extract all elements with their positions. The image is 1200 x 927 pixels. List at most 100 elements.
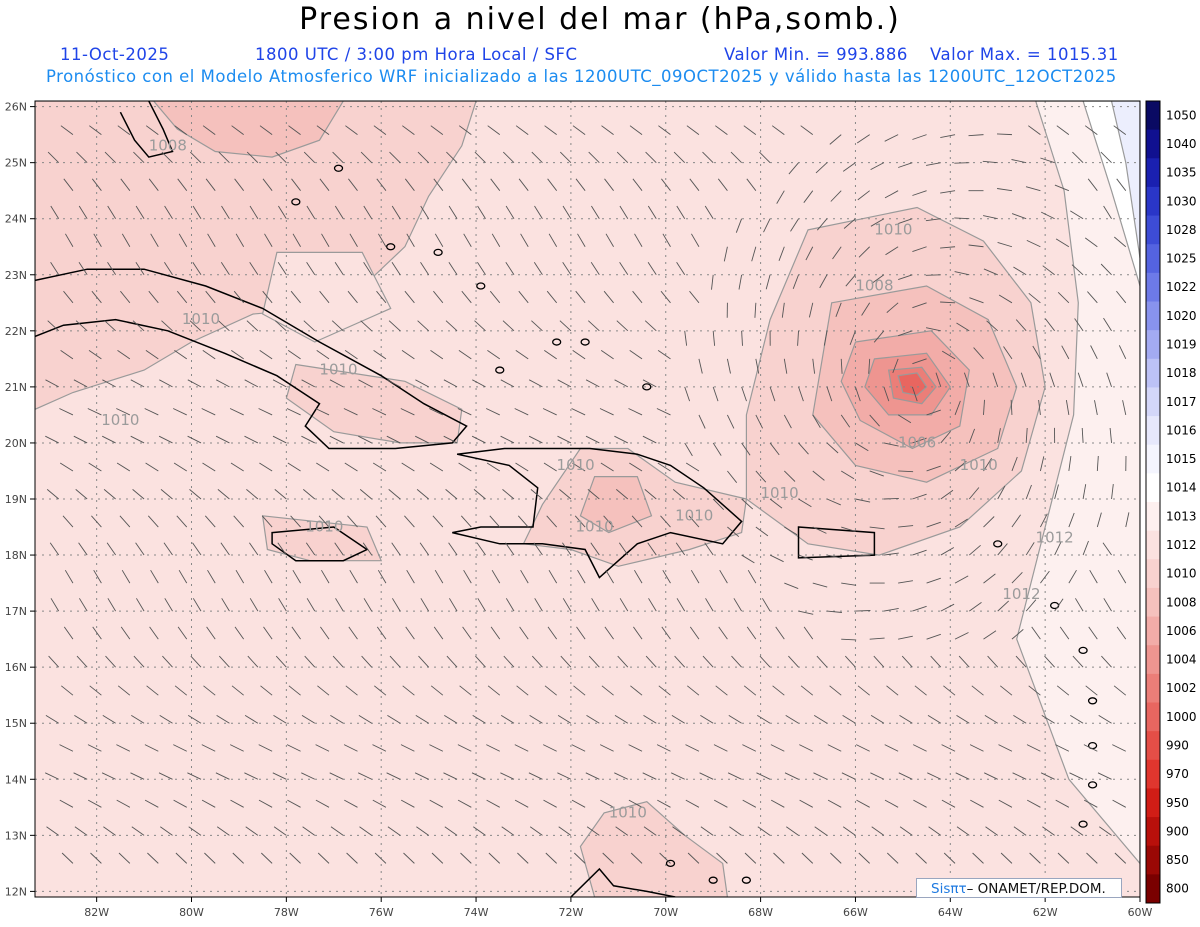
lat-label-20N: 20N	[5, 437, 27, 450]
contour-label-2: 1010	[319, 361, 357, 379]
contour-label-6: 1010	[675, 506, 713, 524]
island-11	[1078, 646, 1088, 655]
colorbar-swatch-1010	[1146, 559, 1160, 589]
lat-label-15N: 15N	[5, 717, 27, 730]
lon-label-64W: 64W	[938, 906, 963, 919]
island-18	[708, 876, 718, 884]
colorbar-label-1028: 1028	[1166, 223, 1197, 237]
island-1	[433, 248, 443, 257]
lon-label-70W: 70W	[653, 906, 678, 919]
colorbar-label-850: 850	[1166, 853, 1189, 867]
forecast-date: 11-Oct-2025	[60, 45, 170, 64]
colorbar-swatch-1017	[1146, 387, 1160, 417]
colorbar-swatch-1012	[1146, 530, 1160, 560]
colorbar-swatch-1002	[1146, 673, 1160, 703]
band-1012-east	[1016, 101, 1140, 865]
colorbar-label-1013: 1013	[1166, 509, 1197, 523]
colorbar-label-1004: 1004	[1166, 653, 1197, 667]
colorbar-label-1035: 1035	[1166, 166, 1197, 180]
colorbar-swatch-1025	[1146, 244, 1160, 274]
colorbar-frame	[1145, 100, 1161, 904]
contour-label-15: 1010	[609, 803, 647, 821]
colorbar-label-1012: 1012	[1166, 538, 1197, 552]
credit-box: Sisπτ– ONAMET/REP.DOM.	[916, 878, 1122, 898]
coast-south-america	[570, 867, 676, 897]
island-15	[1078, 820, 1088, 828]
lon-label-78W: 78W	[274, 906, 299, 919]
colorbar-label-900: 900	[1166, 824, 1189, 838]
coast-jamaica	[271, 526, 369, 562]
colorbar-swatch-1000	[1146, 702, 1160, 732]
contour-label-13: 1012	[1036, 529, 1074, 547]
coast-puerto-rico	[797, 526, 876, 559]
lat-label-25N: 25N	[5, 157, 27, 170]
lat-label-18N: 18N	[5, 549, 27, 562]
island-7	[552, 338, 562, 346]
min-value: Valor Min. = 993.886	[724, 45, 908, 64]
contour-label-7: 1010	[760, 484, 798, 502]
max-value: Valor Max. = 1015.31	[930, 45, 1119, 64]
colorbar-swatch-1008	[1146, 587, 1160, 618]
contour-label-9: 1010	[874, 220, 912, 238]
band-1015-east	[1110, 101, 1140, 259]
contour-label-12: 1010	[960, 456, 998, 474]
contour-label-11: 1006	[898, 433, 936, 451]
lon-label-72W: 72W	[558, 906, 583, 919]
colorbar-swatch-990	[1146, 731, 1160, 761]
sisptu-logo-text: Sisπτ	[931, 881, 967, 897]
island-9	[993, 540, 1003, 548]
lat-label-14N: 14N	[5, 773, 27, 786]
colorbar-swatch-1040	[1146, 129, 1160, 159]
lat-label-26N: 26N	[5, 101, 27, 114]
island-8	[642, 383, 652, 391]
colorbar-swatch-1050	[1146, 101, 1160, 131]
colorbar-label-1030: 1030	[1166, 194, 1197, 208]
colorbar-swatch-900	[1146, 817, 1160, 847]
colorbar-swatch-1035	[1146, 158, 1160, 188]
wind-barbs	[45, 125, 1130, 864]
colorbar-label-1008: 1008	[1166, 595, 1197, 609]
colorbar-swatch-800	[1146, 874, 1160, 904]
colorbar-label-1017: 1017	[1166, 395, 1197, 409]
map-title: Presion a nivel del mar (hPa,somb.)	[299, 2, 901, 37]
lon-label-74W: 74W	[464, 906, 489, 919]
contour-label-0: 1008	[149, 136, 187, 154]
colorbar-label-970: 970	[1166, 767, 1189, 781]
colorbar-label-800: 800	[1166, 882, 1189, 896]
plot-area: 1008 1010 1010 1010 1010 1010 1010 1010 1010 1010…	[35, 101, 1140, 897]
colorbar-label-990: 990	[1166, 738, 1189, 752]
colorbar-label-1022: 1022	[1166, 280, 1197, 294]
lon-label-60W: 60W	[1128, 906, 1153, 919]
colorbar-label-1018: 1018	[1166, 366, 1197, 380]
lat-label-21N: 21N	[5, 381, 27, 394]
contour-label-1: 1010	[182, 310, 220, 328]
organization-label: – ONAMET/REP.DOM.	[966, 881, 1106, 897]
band-1008-south	[579, 801, 729, 897]
island-4	[291, 198, 301, 206]
lat-label-17N: 17N	[5, 605, 27, 618]
island-17	[665, 859, 676, 868]
hurricane-1000	[897, 372, 928, 396]
colorbar-label-1040: 1040	[1166, 137, 1197, 151]
contour-label-3: 1010	[101, 411, 139, 429]
colorbar-swatch-950	[1146, 788, 1160, 818]
island-3	[333, 164, 344, 172]
colorbar-swatch-1019	[1146, 330, 1160, 360]
colorbar-swatch-1013	[1146, 502, 1160, 532]
colorbar-swatch-1022	[1146, 272, 1160, 302]
lon-label-82W: 82W	[84, 906, 109, 919]
island-14	[1087, 781, 1098, 789]
colorbar-label-1015: 1015	[1166, 452, 1197, 466]
colorbar-label-1006: 1006	[1166, 624, 1197, 638]
colorbar-label-1025: 1025	[1166, 252, 1197, 266]
colorbar-label-1020: 1020	[1166, 309, 1197, 323]
lon-label-66W: 66W	[843, 906, 868, 919]
lon-label-62W: 62W	[1033, 906, 1058, 919]
colorbar-swatch-1004	[1146, 645, 1160, 675]
lat-label-19N: 19N	[5, 493, 27, 506]
island-0	[476, 282, 486, 290]
lon-label-76W: 76W	[369, 906, 394, 919]
contour-label-5: 1010	[576, 518, 614, 536]
contour-label-4: 1010	[557, 456, 595, 474]
